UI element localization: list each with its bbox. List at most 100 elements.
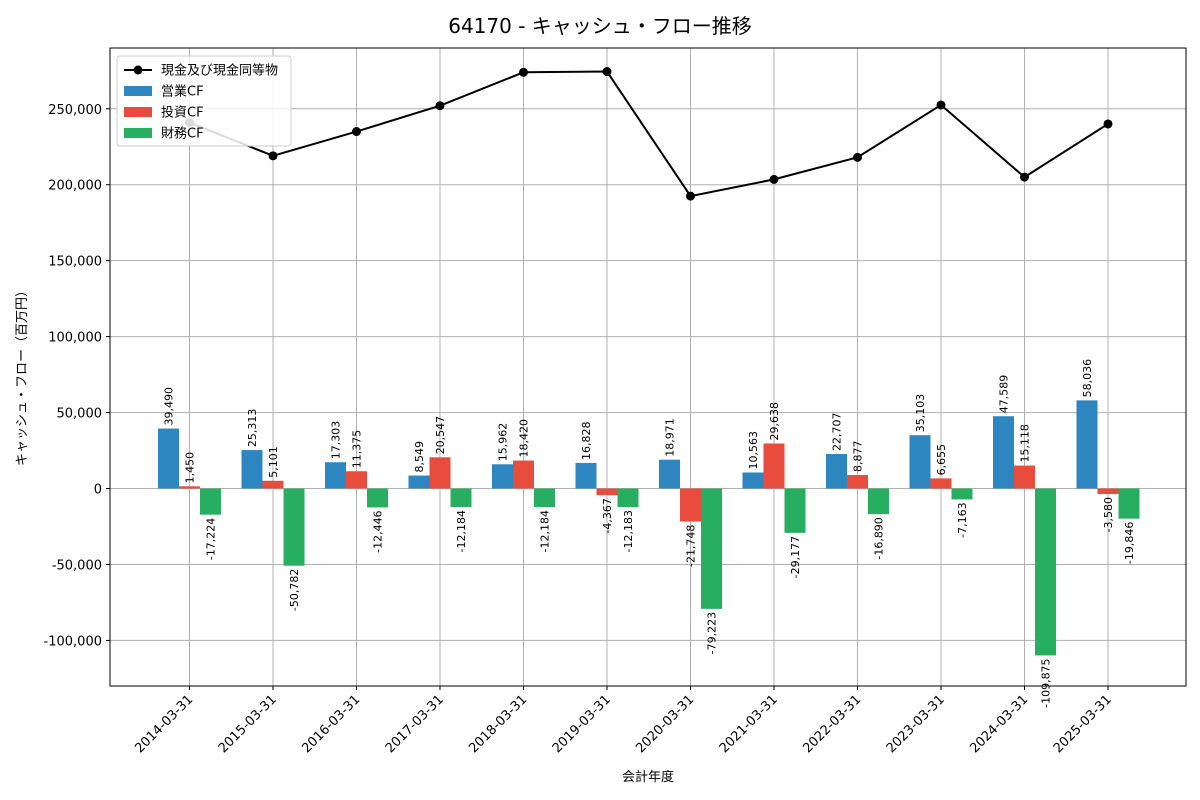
x-tick-label: 2023-03-31 [884,692,948,756]
legend-box [116,55,292,147]
bar-data-label: -4,367 [601,498,614,533]
cash-line-path [189,70,1109,198]
bar-data-label: 58,036 [1081,359,1094,398]
bar-data-label: -19,846 [1123,522,1136,564]
cash-line-point [352,127,361,137]
y-tick-label: 200,000 [48,179,102,194]
bar-data-label: -12,183 [622,510,635,552]
bar-data-label: -12,184 [539,510,552,552]
legend-swatch [124,107,152,117]
bar-data-label: 5,101 [267,446,280,478]
bar-financing [1035,488,1056,656]
bar-data-label: -12,184 [455,510,468,552]
x-axis: 2014-03-31 2015-03-31 2016-03-31 2017-03-31… [132,686,1115,756]
bar-data-label: 16,828 [580,421,593,460]
cash-line-point [268,151,278,161]
bar-labels: 39,490 25,313 17,303 8,549 15,962 16,828 18,97… [163,359,1137,708]
cash-line-point [1103,119,1113,129]
cash-line-point [602,67,612,77]
cash-line-point [519,67,528,77]
bar-operating [325,462,346,489]
x-tick-label: 2014-03-31 [132,692,196,756]
bar-financing [617,488,639,508]
bar-financing [534,488,555,508]
y-tick-label: -50,000 [52,558,102,573]
bar-investing [930,478,952,489]
bar-data-label: 15,962 [497,423,510,462]
bar-investing [596,488,618,496]
x-tick-label: 2016-03-31 [299,692,363,756]
legend-swatch [124,86,152,96]
bar-investing [429,457,451,489]
legend-label: 財務CF [161,127,204,142]
chart-title: 64170 - キャッシュ・フロー推移 [448,14,752,38]
bar-data-label: -109,875 [1040,658,1053,707]
bar-operating [993,416,1014,489]
bar-financing [283,488,305,566]
cash-line [185,67,1113,201]
x-tick-label: 2015-03-31 [216,692,280,756]
bar-data-label: 18,420 [518,419,531,458]
bar-financing [868,488,889,515]
bar-data-label: 8,549 [413,441,426,473]
x-tick-label: 2021-03-31 [717,692,781,756]
bar-operating [575,462,597,489]
plot-frame [109,47,1187,687]
y-tick-label: 250,000 [48,103,102,118]
bar-investing [262,480,284,489]
bar-investing [179,486,200,489]
bar-data-label: 47,589 [998,375,1011,414]
bar-data-label: 15,118 [1019,424,1032,463]
x-tick-label: 2025-03-31 [1051,692,1115,756]
bar-data-label: -29,177 [789,536,802,578]
bar-financing [784,488,806,533]
grid [110,48,1186,686]
legend-label: 現金及び現金同等物 [161,63,278,79]
x-tick-label: 2020-03-31 [633,692,697,756]
bar-operating [408,475,430,489]
x-tick-label: 2019-03-31 [550,692,614,756]
legend-marker [133,65,143,75]
bar-data-label: 6,655 [935,444,948,476]
bar-data-label: -3,580 [1102,497,1115,532]
cash-line-point [769,174,779,184]
x-axis-label: 会計年度 [622,769,674,785]
cash-line-point [435,101,445,111]
bar-operating [241,450,263,489]
x-tick-label: 2018-03-31 [466,692,530,756]
cash-line-point [936,100,946,110]
bar-operating [742,472,764,489]
bar-data-label: 25,313 [246,409,259,448]
bar-data-label: -12,446 [372,510,385,552]
y-axis-label: キャッシュ・フロー（百万円） [15,284,30,466]
cash-line-point [1020,172,1029,182]
legend-label: 投資CF [161,105,204,121]
cash-line-point [853,152,862,162]
x-tick-label: 2017-03-31 [383,692,447,756]
bar-investing [763,443,785,489]
bar-financing [367,488,388,508]
bar-data-label: 10,563 [747,431,760,470]
bar-investing [847,475,868,489]
bar-financing [450,488,472,508]
bar-data-label: 11,375 [351,430,364,469]
legend-swatch [124,128,152,138]
bar-data-label: 29,638 [768,402,781,441]
bar-operating [158,428,179,489]
bar-data-label: 1,450 [184,452,197,484]
x-tick-label: 2024-03-31 [967,692,1031,756]
bar-data-label: -79,223 [706,612,719,654]
y-tick-label: 50,000 [57,407,103,422]
y-tick-label: -100,000 [44,634,102,649]
bar-financing [951,488,973,500]
bar-data-label: -7,163 [956,502,969,537]
bar-investing [1097,488,1119,494]
bar-data-label: 17,303 [330,421,343,460]
bar-investing [346,471,367,489]
bar-data-label: -16,890 [873,517,886,559]
y-axis: -100,000 -50,000 0 50,000 100,000 150,000 200,… [44,103,110,649]
bar-data-label: -17,224 [205,518,218,560]
y-tick-label: 150,000 [48,255,102,270]
